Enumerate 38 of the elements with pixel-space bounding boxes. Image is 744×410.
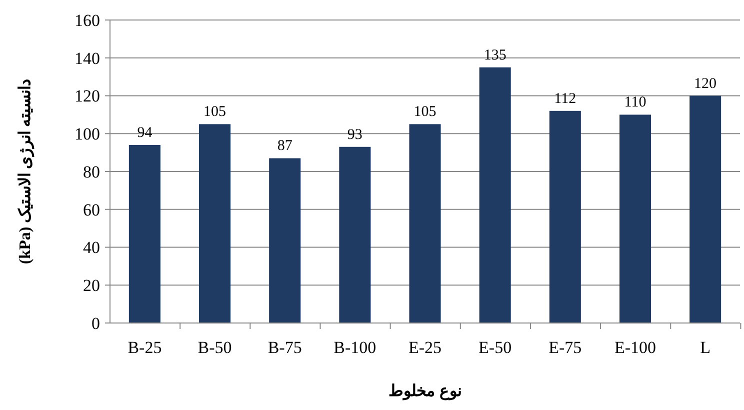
bar [409,124,441,323]
y-tick-label: 60 [83,200,100,220]
y-tick-label: 120 [74,86,100,106]
x-tick-label: B-25 [128,338,162,357]
bar [619,114,651,323]
y-axis-title: دانسیته انرژی الاستیک (kPa) [17,78,35,264]
x-tick-label: L [700,338,711,357]
bar [128,144,160,323]
data-label: 110 [624,94,646,111]
x-tick-label: E-75 [548,338,582,357]
data-label: 112 [554,90,576,107]
y-tick-label: 40 [83,238,100,258]
data-label: 94 [137,124,153,141]
bar [479,67,511,323]
data-label: 105 [414,104,436,120]
x-tick-label: B-75 [268,338,302,357]
x-tick-label: E-50 [478,338,512,357]
data-label: 93 [347,126,362,143]
bar [690,96,722,323]
data-label: 87 [277,138,293,154]
x-tick-label: B-100 [334,338,376,357]
bar [269,158,301,323]
y-tick-label: 140 [74,48,100,68]
bar [199,124,231,323]
data-label: 135 [484,47,506,64]
y-tick-label: 0 [92,314,100,333]
x-tick-label: B-50 [198,338,232,357]
x-tick-label: E-100 [614,338,656,357]
y-tick-label: 100 [74,124,100,144]
y-tick-label: 160 [74,10,100,30]
data-label: 105 [204,104,226,120]
bar [339,146,371,323]
y-tick-label: 20 [83,276,100,296]
x-axis-title: نوع مخلوط [388,383,462,401]
bar [549,110,581,323]
y-tick-label: 80 [83,162,100,182]
x-tick-label: E-25 [408,338,442,357]
data-label: 120 [694,76,717,92]
